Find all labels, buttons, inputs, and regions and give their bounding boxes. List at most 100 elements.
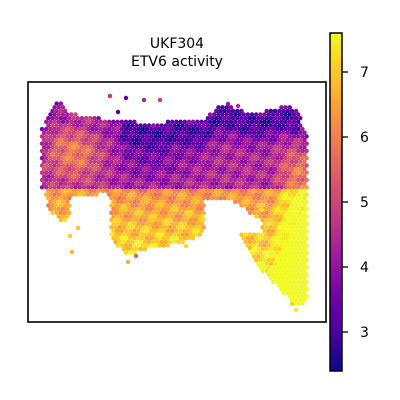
spot-point (60, 192, 66, 197)
spot-point (275, 243, 280, 248)
spot-point (75, 225, 81, 231)
spot-point (186, 199, 192, 204)
spot-point (191, 206, 196, 212)
spot-point (180, 203, 185, 208)
spot-point (88, 137, 93, 143)
spot-point (90, 126, 95, 132)
spot-point (149, 170, 154, 175)
spot-point (56, 192, 61, 197)
spot-point (163, 181, 169, 186)
spot-point (224, 163, 229, 168)
spot-point (44, 141, 49, 146)
spot-point (178, 177, 183, 183)
spot-point (199, 185, 204, 190)
spot-point (287, 156, 292, 161)
spot-point (111, 199, 116, 204)
spot-point (241, 170, 246, 175)
spot-point (149, 228, 154, 234)
spot-point (138, 137, 143, 143)
spot-point (170, 228, 175, 234)
spot-point (170, 170, 175, 175)
spot-point (241, 119, 246, 125)
spot-point (272, 123, 278, 128)
spot-point (151, 166, 156, 172)
spot-point (46, 123, 51, 128)
spot-point (266, 206, 271, 212)
spot-point (209, 181, 215, 186)
spot-point (214, 188, 219, 194)
spot-point (209, 116, 215, 121)
spot-point (60, 105, 66, 110)
spot-point (44, 177, 49, 183)
spot-point (277, 137, 282, 143)
spot-point (159, 225, 164, 230)
spot-point (287, 134, 292, 139)
spot-point (228, 148, 234, 154)
spot-point (275, 192, 280, 197)
spot-point (289, 196, 295, 201)
spot-point (298, 290, 303, 295)
spot-point (132, 221, 137, 226)
spot-point (270, 163, 276, 168)
spot-point (226, 116, 232, 121)
spot-point (161, 126, 166, 132)
spot-point (262, 228, 267, 234)
spot-point (300, 243, 305, 248)
spot-point (275, 141, 280, 146)
spot-point (174, 119, 179, 125)
spot-point (121, 232, 127, 237)
spot-point (279, 141, 284, 146)
spot-point (281, 188, 286, 194)
spot-point (289, 297, 295, 303)
spot-point (176, 239, 181, 245)
spot-point (241, 141, 246, 146)
spot-point (279, 286, 284, 292)
spot-point (65, 214, 70, 219)
spot-point (251, 137, 257, 143)
spot-point (146, 217, 152, 223)
spot-point (73, 126, 78, 132)
spot-point (138, 196, 143, 201)
spot-point (251, 232, 257, 237)
spot-point (182, 141, 187, 146)
spot-point (247, 188, 253, 194)
spot-point (283, 177, 288, 183)
spot-point (52, 141, 57, 146)
spot-point (115, 192, 120, 197)
spot-point (287, 105, 292, 110)
spot-point (289, 159, 295, 164)
spot-point (138, 210, 143, 215)
spot-point (178, 126, 183, 132)
spot-point (268, 254, 274, 259)
spot-point (142, 145, 148, 150)
spot-point (296, 228, 301, 234)
spot-point (92, 166, 97, 172)
spot-point (136, 126, 141, 132)
spot-point (293, 246, 299, 252)
spot-point (277, 210, 282, 215)
spot-point (58, 188, 64, 194)
spot-point (165, 243, 171, 248)
spot-point (58, 116, 64, 121)
spot-point (268, 203, 274, 208)
spot-point (283, 206, 288, 212)
spot-point (237, 156, 242, 161)
spot-point (94, 163, 99, 168)
spot-point (293, 268, 299, 274)
spot-point (289, 301, 295, 307)
spot-point (134, 188, 139, 194)
spot-point (86, 163, 91, 168)
spot-point (268, 166, 274, 172)
spot-point (287, 236, 292, 241)
spot-point (111, 221, 116, 226)
spot-point (125, 159, 131, 164)
spot-point (302, 137, 307, 143)
spot-point (90, 141, 95, 146)
spot-point (218, 166, 223, 172)
spot-point (67, 145, 72, 150)
spot-point (119, 134, 125, 139)
spot-point (123, 206, 129, 212)
spot-point (258, 243, 263, 248)
spot-point (287, 126, 292, 132)
spot-point (287, 221, 292, 226)
